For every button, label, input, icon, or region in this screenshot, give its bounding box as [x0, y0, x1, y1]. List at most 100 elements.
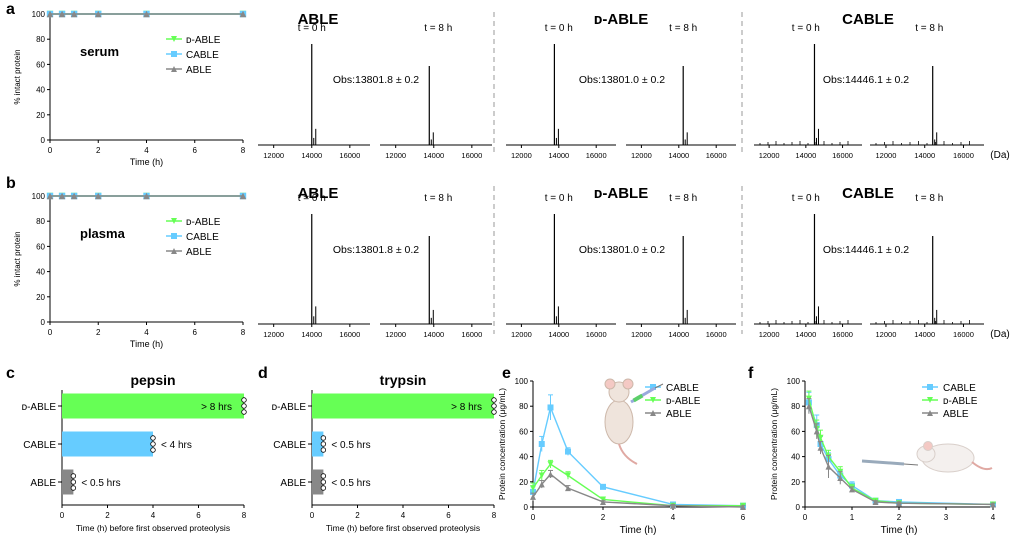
data-point — [58, 10, 66, 18]
syringe-icon — [861, 459, 905, 466]
spectrum-group-title: ABLE — [298, 11, 339, 28]
y-tick-label: 20 — [791, 478, 800, 487]
x-tick-label: 8 — [241, 328, 246, 337]
data-point — [547, 471, 554, 478]
data-point — [817, 444, 824, 451]
legend-marker — [171, 248, 177, 254]
spectrum-tick-label: 16000 — [586, 151, 607, 160]
category-label: ABLE — [280, 478, 306, 489]
panel-letter-a: a — [6, 1, 15, 18]
bar — [312, 431, 324, 457]
spectrum-tick-label: 16000 — [706, 151, 727, 160]
data-point — [547, 404, 554, 411]
x-axis-title: Time (h) — [620, 525, 657, 536]
x-tick-label: 6 — [446, 511, 451, 520]
chart-title: trypsin — [380, 372, 427, 388]
y-tick-label: 60 — [36, 60, 45, 69]
data-point — [143, 192, 150, 200]
x-tick-label: 6 — [196, 511, 201, 520]
legend-label: CABLE — [186, 232, 219, 243]
data-point — [670, 502, 676, 509]
data-point — [70, 192, 78, 200]
y-axis-title: % intact protein — [13, 231, 22, 286]
data-point — [95, 192, 102, 200]
data-point — [239, 10, 247, 18]
legend-marker — [650, 384, 656, 390]
x-tick-label: 3 — [944, 513, 949, 522]
spectrum-group-title: CABLE — [842, 185, 894, 202]
data-point — [600, 498, 606, 505]
legend-marker — [171, 51, 177, 57]
x-tick-label: 2 — [897, 513, 902, 522]
chart-title: pepsin — [130, 372, 175, 388]
replicate-dot — [491, 409, 497, 415]
x-tick-label: 0 — [48, 328, 53, 337]
spectrum-tick-label: 16000 — [706, 330, 727, 339]
spectrum-tick-label: 14000 — [301, 151, 322, 160]
data-point — [600, 483, 606, 490]
needle-icon — [654, 383, 664, 389]
x-axis-title: Time (h) before first observed proteolys… — [76, 523, 230, 533]
spectrum-tick-label: 16000 — [953, 151, 974, 160]
data-point — [538, 481, 545, 488]
bar-value-label: > 8 hrs — [451, 402, 482, 413]
x-tick-label: 1 — [850, 513, 855, 522]
spectrum-tick-label: 12000 — [759, 151, 780, 160]
spectrum-tick-label: 14000 — [914, 330, 935, 339]
observed-mass: Obs:13801.0 ± 0.2 — [579, 244, 665, 256]
panel-letter-f: f — [748, 365, 754, 382]
spectrum-tick-label: 14000 — [795, 151, 816, 160]
x-tick-label: 6 — [741, 513, 746, 522]
x-tick-label: 8 — [492, 511, 497, 520]
y-tick-label: 60 — [519, 427, 528, 436]
legend-marker — [171, 218, 177, 224]
spectrum-group-title: ABLE — [298, 185, 339, 202]
x-tick-label: 4 — [671, 513, 676, 522]
data-point — [538, 472, 545, 479]
data-point — [872, 498, 879, 505]
legend-marker — [171, 36, 177, 42]
replicate-dot — [320, 485, 327, 491]
data-point — [565, 472, 571, 479]
observed-mass: Obs:14446.1 ± 0.2 — [823, 244, 909, 256]
bar — [312, 469, 324, 495]
spectrum-tick-label: 14000 — [423, 151, 444, 160]
time-label: t = 0 h — [298, 23, 326, 34]
x-tick-label: 6 — [193, 328, 198, 337]
category-label: CABLE — [273, 440, 306, 451]
replicate-dot — [320, 435, 327, 441]
data-point — [565, 485, 571, 492]
legend-marker — [171, 233, 177, 239]
legend-label: CABLE — [186, 50, 219, 61]
data-point — [239, 192, 247, 200]
spectrum-tick-label: 12000 — [631, 151, 652, 160]
time-label: t = 8 h — [424, 193, 452, 204]
spectrum-group-title: CABLE — [842, 11, 894, 28]
spectrum-tick-label: 16000 — [461, 330, 482, 339]
mouse-tail — [618, 443, 638, 465]
replicate-dot — [320, 479, 327, 485]
syringe-liquid — [632, 393, 644, 403]
spectrum-tick-label: 14000 — [548, 151, 569, 160]
bar-value-label: < 0.5 hrs — [81, 478, 120, 489]
data-point — [58, 192, 66, 200]
spectrum-tick-label: 14000 — [795, 330, 816, 339]
replicate-dot — [320, 447, 327, 453]
x-tick-label: 2 — [96, 146, 101, 155]
y-tick-label: 60 — [791, 427, 800, 436]
time-label: t = 0 h — [545, 193, 573, 204]
x-axis-title: Time (h) — [881, 525, 918, 536]
mouse-tail — [971, 461, 993, 471]
spectrum-group-title: ᴅ-ABLE — [594, 185, 648, 202]
observed-mass: Obs:14446.1 ± 0.2 — [823, 74, 909, 86]
x-axis-title: Time (h) — [130, 339, 163, 349]
y-tick-label: 0 — [524, 503, 529, 512]
spectrum-tick-label: 12000 — [511, 151, 532, 160]
y-tick-label: 40 — [791, 453, 800, 462]
legend-label: CABLE — [666, 383, 699, 394]
spectrum-tick-label: 16000 — [832, 151, 853, 160]
replicate-dot — [70, 473, 77, 479]
spectrum-tick-label: 12000 — [385, 330, 406, 339]
x-tick-label: 8 — [241, 146, 246, 155]
